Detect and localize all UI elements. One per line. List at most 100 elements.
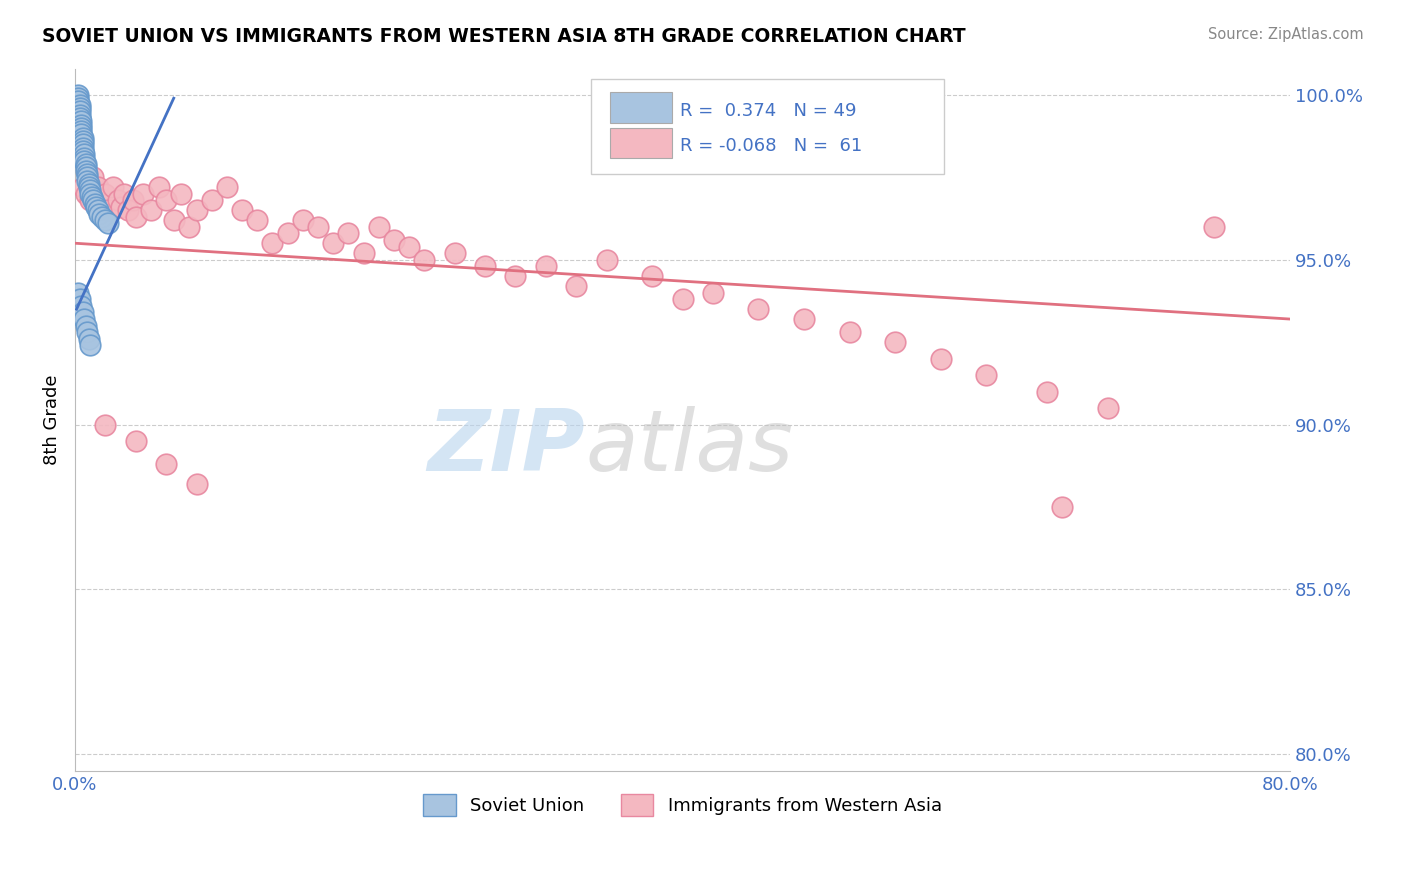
Point (117, 203, 139, 218)
Point (170, 186, 193, 201)
Point (702, 285, 724, 300)
Point (67, 95, 90, 109)
Point (72, 130, 94, 145)
Point (84, 200, 107, 214)
Point (132, 186, 155, 201)
Point (70, 128, 93, 142)
Point (413, 252, 436, 267)
Point (125, 434, 148, 448)
Point (67, 87, 90, 102)
FancyBboxPatch shape (610, 93, 672, 123)
Point (101, 180, 124, 194)
Legend: Soviet Union, Immigrants from Western Asia: Soviet Union, Immigrants from Western As… (415, 785, 950, 825)
Point (201, 194, 224, 208)
Point (76, 325, 98, 339)
Point (443, 246, 465, 260)
Point (94, 417, 117, 432)
Point (747, 302, 769, 317)
Point (69, 101, 91, 115)
Point (69, 97, 91, 112)
Point (382, 233, 405, 247)
Point (80, 190, 103, 204)
Point (139, 203, 162, 218)
Point (322, 236, 344, 251)
Point (155, 457, 177, 471)
Point (94, 213, 117, 227)
Point (79, 338, 101, 352)
Point (69, 108, 91, 122)
Point (76, 173, 98, 187)
FancyBboxPatch shape (592, 79, 943, 174)
Point (474, 260, 496, 274)
Point (77, 177, 100, 191)
Point (75, 318, 97, 333)
Text: atlas: atlas (585, 406, 793, 489)
Point (534, 260, 557, 274)
Text: R = -0.068   N =  61: R = -0.068 N = 61 (681, 136, 862, 154)
Point (72, 305, 94, 319)
Point (73, 151, 96, 165)
Point (974, 368, 997, 383)
Point (75, 161, 97, 175)
Point (307, 219, 329, 234)
Point (73, 312, 96, 326)
Point (1036, 384, 1059, 399)
Point (215, 180, 238, 194)
Point (70, 118, 93, 132)
Point (72, 137, 94, 152)
Point (793, 312, 815, 326)
Point (641, 269, 664, 284)
Point (353, 246, 375, 260)
Point (177, 219, 200, 234)
Point (838, 325, 860, 339)
Point (87, 203, 110, 218)
Point (69, 293, 91, 307)
Point (69, 111, 91, 125)
Point (107, 194, 129, 208)
Point (110, 200, 132, 214)
Point (72, 141, 94, 155)
Point (1097, 401, 1119, 415)
Point (148, 180, 170, 194)
Point (671, 293, 693, 307)
Point (72, 180, 94, 194)
Point (89, 206, 111, 220)
Point (884, 335, 907, 350)
Point (67, 91, 90, 105)
Point (73, 147, 96, 161)
Point (186, 203, 208, 218)
Point (163, 213, 186, 227)
Point (76, 167, 98, 181)
Point (79, 194, 101, 208)
Point (1050, 500, 1073, 514)
Point (97, 217, 120, 231)
Point (186, 476, 208, 491)
Point (112, 186, 135, 201)
Point (337, 227, 360, 241)
Point (82, 170, 104, 185)
Point (82, 194, 104, 208)
Point (291, 213, 314, 227)
Point (87, 180, 110, 194)
Point (76, 170, 98, 185)
Point (121, 194, 143, 208)
Point (565, 279, 588, 293)
Point (277, 227, 299, 241)
Point (367, 219, 389, 234)
Point (70, 120, 93, 135)
Point (75, 186, 97, 201)
Text: ZIP: ZIP (427, 406, 585, 489)
Point (94, 186, 117, 201)
Point (155, 194, 177, 208)
Point (69, 104, 91, 119)
Point (73, 153, 96, 168)
Y-axis label: 8th Grade: 8th Grade (44, 375, 60, 465)
Point (1202, 219, 1225, 234)
Point (595, 252, 617, 267)
Point (79, 184, 101, 198)
Point (505, 269, 527, 284)
Point (125, 210, 148, 224)
Point (83, 196, 105, 211)
Point (91, 194, 114, 208)
Point (231, 203, 253, 218)
